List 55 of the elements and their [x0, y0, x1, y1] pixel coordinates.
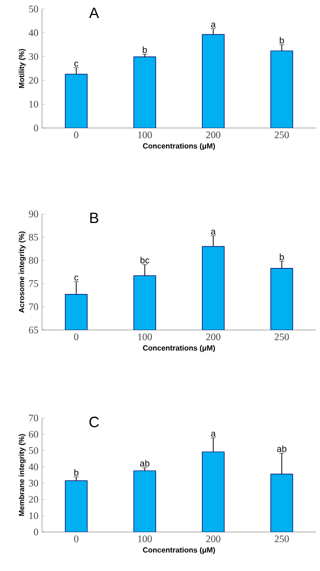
y-tick-label: 50: [29, 6, 38, 12]
y-tick-label: 80: [28, 257, 38, 264]
chart-title: B: [90, 212, 98, 223]
annotation: c: [74, 62, 78, 67]
annotation: b: [280, 36, 284, 44]
y-tick-label: 90: [28, 210, 38, 218]
chart-title: C: [89, 416, 99, 428]
bar: [64, 74, 88, 128]
bar: [270, 474, 294, 532]
x-tick-label: 200: [206, 132, 220, 138]
x-tick-label: 100: [138, 132, 152, 138]
y-tick-label: 60: [28, 430, 38, 438]
x-tick-label: 250: [274, 334, 289, 340]
bar: [133, 56, 156, 128]
x-tick-label: 250: [274, 132, 289, 138]
y-tick-label: 85: [28, 234, 38, 241]
annotation: bc: [140, 256, 150, 264]
x-tick-label: 100: [138, 334, 152, 340]
y-tick-label: 70: [29, 414, 38, 422]
x-tick-label: 250: [274, 536, 289, 542]
y-tick-label: 65: [28, 326, 38, 334]
y-tick-label: 20: [28, 496, 38, 503]
y-tick-label: 70: [29, 303, 38, 310]
y-tick-label: 10: [29, 100, 38, 108]
annotation: b: [142, 46, 147, 54]
x-tick-label: 100: [138, 536, 152, 542]
annotation: b: [74, 469, 78, 476]
annotation: ab: [277, 445, 286, 452]
annotation: ab: [140, 460, 150, 466]
y-tick-label: 10: [29, 512, 38, 520]
x-tick-label: 0: [74, 536, 78, 542]
y-tick-label: 0: [34, 528, 38, 536]
y-tick-label: 40: [28, 463, 38, 470]
x-tick-label: 0: [74, 334, 78, 340]
annotation: c: [74, 276, 78, 281]
annotation: b: [280, 254, 284, 260]
annotation: a: [211, 432, 216, 437]
y-tick-label: 30: [29, 53, 38, 60]
y-tick-label: 50: [29, 447, 38, 454]
y-tick-label: 30: [29, 480, 38, 486]
y-tick-label: 0: [34, 124, 38, 132]
y-tick-label: 75: [29, 280, 38, 287]
bar: [64, 480, 88, 532]
chart-title: A: [89, 8, 100, 18]
x-tick-label: 200: [206, 536, 220, 542]
annotation: a: [211, 22, 216, 28]
x-tick-label: 0: [74, 132, 78, 138]
annotation: a: [211, 230, 216, 235]
bar: [270, 50, 294, 128]
y-tick-label: 20: [28, 77, 38, 84]
bar: [202, 452, 225, 532]
x-tick-label: 200: [206, 334, 220, 340]
bar: [133, 470, 156, 532]
bar: [202, 34, 225, 128]
y-tick-label: 40: [28, 29, 38, 36]
